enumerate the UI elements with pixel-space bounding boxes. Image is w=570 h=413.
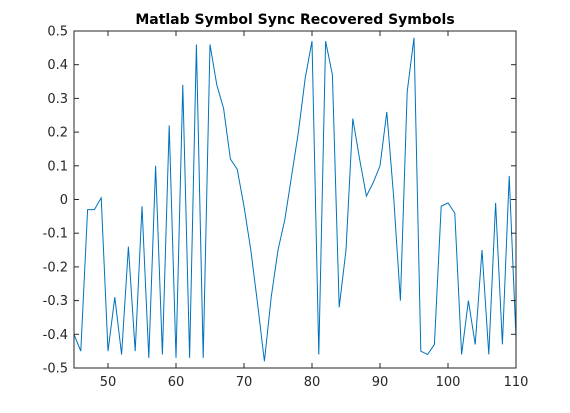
axes-box — [73, 30, 517, 369]
y-tick-label: -0.2 — [43, 260, 68, 275]
series-line-0 — [73, 37, 517, 362]
y-tick-label: -0.5 — [43, 362, 68, 377]
y-tick-label: -0.3 — [43, 294, 68, 309]
x-tick-label: 100 — [436, 375, 461, 390]
y-tick-label: 0.3 — [47, 92, 68, 107]
y-tick-label: 0.4 — [47, 58, 68, 73]
x-tick-label: 50 — [100, 375, 117, 390]
tick-layer: 50 60 70 80 90 100 110 -0.5 -0.4 -0.3 -0.2 -0.1 0 0.1… — [43, 25, 529, 391]
x-tick-label: 80 — [304, 375, 321, 390]
y-tick-label: -0.4 — [43, 328, 68, 343]
plot-layer — [73, 37, 517, 362]
x-tick-label: 60 — [168, 375, 185, 390]
x-tick-label: 70 — [236, 375, 253, 390]
x-tick-label: 90 — [372, 375, 389, 390]
y-tick-label: 0.1 — [47, 159, 68, 174]
x-tick-label: 110 — [504, 375, 529, 390]
y-tick-label: 0.2 — [47, 126, 68, 141]
y-tick-label: 0.5 — [47, 25, 68, 40]
y-tick-label: -0.1 — [43, 227, 68, 242]
axes-background — [74, 31, 516, 368]
chart-title: Matlab Symbol Sync Recovered Symbols — [135, 12, 454, 28]
y-tick-label: 0 — [60, 193, 68, 208]
